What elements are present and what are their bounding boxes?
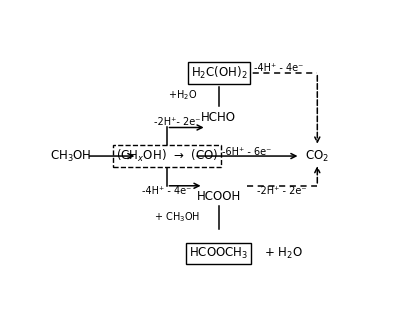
Text: + H$_2$O: + H$_2$O <box>264 246 303 261</box>
Text: (CH$_x$OH)  →  (CO): (CH$_x$OH) → (CO) <box>116 148 218 164</box>
Text: HCHO: HCHO <box>201 112 236 125</box>
Text: -2H⁺- 2e⁻: -2H⁺- 2e⁻ <box>154 116 200 127</box>
Text: -4H⁺ - 4e⁻: -4H⁺ - 4e⁻ <box>142 185 191 196</box>
Text: + CH$_3$OH: + CH$_3$OH <box>154 210 200 224</box>
Text: CO$_2$: CO$_2$ <box>305 149 329 163</box>
Text: -6H⁺ - 6e⁻: -6H⁺ - 6e⁻ <box>222 147 271 158</box>
Text: -2H⁺ - 2e⁻: -2H⁺ - 2e⁻ <box>257 185 306 196</box>
Text: HCOOCH$_3$: HCOOCH$_3$ <box>189 246 249 261</box>
Text: HCOOH: HCOOH <box>197 190 241 203</box>
Text: +H$_2$O: +H$_2$O <box>168 88 197 102</box>
Text: H$_2$C(OH)$_2$: H$_2$C(OH)$_2$ <box>191 65 247 81</box>
Text: -4H⁺ - 4e⁻: -4H⁺ - 4e⁻ <box>254 63 303 73</box>
Text: CH$_3$OH: CH$_3$OH <box>50 149 92 163</box>
